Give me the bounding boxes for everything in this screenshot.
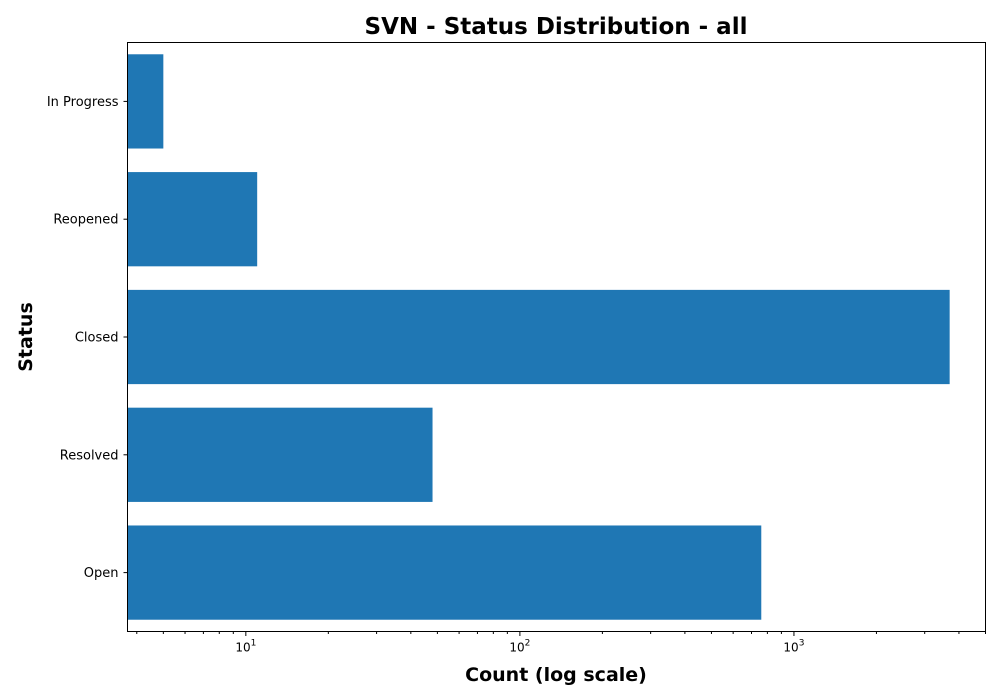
bar-closed [127,289,950,385]
y-tick-label: Resolved [60,448,119,463]
bar-reopened [127,172,258,267]
bar-in-progress [127,54,164,149]
y-tick-label: Closed [75,331,119,346]
x-tick-label: 103 [783,639,804,655]
y-tick-label: In Progress [47,95,119,110]
y-tick-label: Open [84,566,119,581]
y-axis-ticks: Open Resolved Closed Reopened In Progress [47,95,128,581]
x-tick-label: 101 [235,639,256,655]
chart-title: SVN - Status Distribution - all [365,14,748,40]
y-axis-label: Status [15,302,37,372]
bar-resolved [127,407,433,502]
bars-group [127,54,950,620]
y-tick-label: Reopened [53,213,118,228]
x-tick-label: 102 [509,639,530,655]
bar-open [127,525,762,620]
x-axis-label: Count (log scale) [465,664,647,686]
x-axis-ticks: 101 102 103 [136,631,986,655]
